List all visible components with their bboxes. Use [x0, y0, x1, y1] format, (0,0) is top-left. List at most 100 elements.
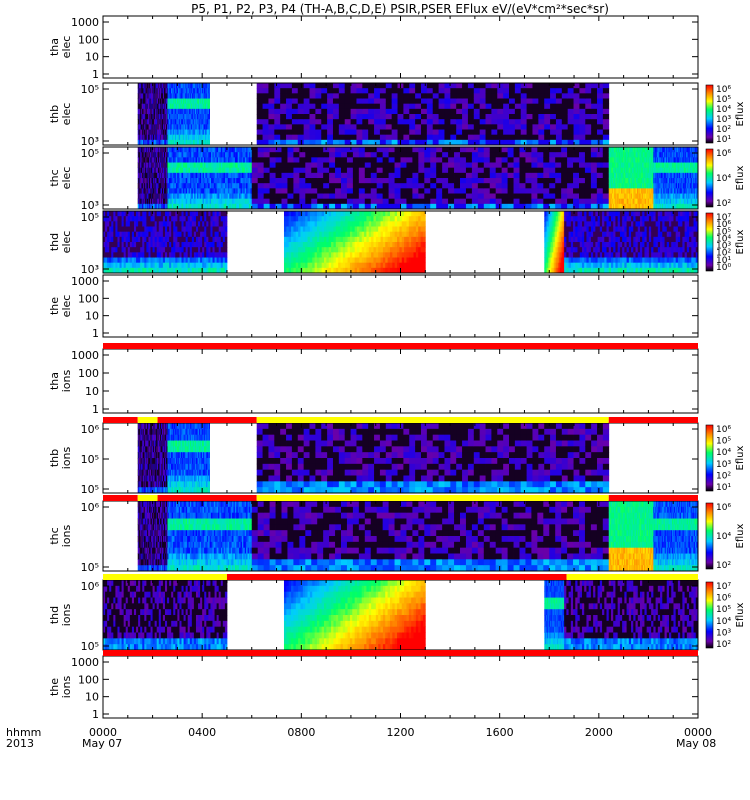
spectrogram-segment — [103, 211, 227, 273]
mode-bar-segment — [609, 495, 698, 501]
x-row-label-2: 2013 — [6, 737, 34, 750]
y-tick-label: 10⁵ — [81, 211, 99, 224]
y-tick-label: 10⁵ — [81, 83, 99, 96]
y-tick-label: 1 — [92, 327, 99, 340]
colorbar-tick-label: 10³ — [716, 628, 731, 638]
panel-label-species: ions — [60, 675, 73, 698]
spectrogram-segment — [252, 147, 609, 209]
panel-label-species: ions — [60, 369, 73, 392]
panel-frame — [103, 16, 698, 78]
spectrogram-segment — [252, 501, 609, 571]
y-tick-label: 10 — [85, 51, 99, 64]
spectrogram-segment — [284, 580, 426, 650]
mode-bar — [103, 343, 698, 349]
spectrogram-segment — [564, 580, 698, 650]
colorbar-tick-label: 10² — [716, 199, 731, 209]
panel-label-species: elec — [60, 295, 73, 318]
y-tick-label: 10⁵ — [81, 453, 99, 466]
colorbar-tick-label: 10⁶ — [716, 503, 731, 513]
panel-label-species: elec — [60, 231, 73, 254]
y-tick-label: 100 — [78, 673, 99, 686]
y-tick-label: 1 — [92, 708, 99, 721]
colorbar-tick-label: 10⁶ — [716, 149, 731, 159]
colorbar-tick-label: 10² — [716, 471, 731, 481]
y-tick-label: 10⁵ — [81, 640, 99, 653]
spectrogram-segment — [103, 580, 227, 650]
mode-bar-segment — [609, 417, 698, 423]
x-axis: hhmm 2013 May 07 May 08 0000 0400 0800 1200… — [6, 726, 716, 750]
spectrogram-segment — [167, 83, 210, 145]
colorbar-label: Eflux — [735, 445, 746, 470]
spectrogram-segment — [653, 147, 698, 209]
colorbar-tick-label: 10¹ — [716, 483, 731, 493]
y-tick-label: 100 — [78, 367, 99, 380]
mode-bar-segment — [103, 417, 138, 423]
y-tick-label: 100 — [78, 33, 99, 46]
y-tick-label: 1000 — [71, 275, 99, 288]
colorbar-tick-label: 10⁷ — [716, 582, 731, 592]
colorbar-label: Eflux — [735, 229, 746, 254]
colorbar-label: Eflux — [735, 165, 746, 190]
colorbar-tick-label: 10⁴ — [716, 617, 731, 627]
colorbar-tick-label: 10⁵ — [716, 95, 731, 105]
panel-label-species: ions — [60, 446, 73, 469]
mode-bar-segment — [103, 574, 227, 580]
x-tick-label: 1200 — [387, 726, 415, 739]
colorbar-tick-label: 10⁴ — [716, 105, 731, 115]
spectrogram-segment — [167, 423, 210, 493]
spectrogram-segment — [257, 423, 609, 493]
spectrogram-segment — [138, 501, 168, 571]
spectrogram-segment — [564, 211, 698, 273]
colorbar-tick-label: 10¹ — [716, 135, 731, 145]
y-tick-label: 10⁵ — [81, 561, 99, 574]
mode-bar-segment — [103, 495, 138, 501]
mode-bar-segment — [257, 417, 609, 423]
colorbar-tick-label: 10² — [716, 640, 731, 650]
colorbar-tick-label: 10⁴ — [716, 448, 731, 458]
colorbar-tick-label: 10⁴ — [716, 532, 731, 542]
spectrogram-segment — [257, 83, 609, 145]
spectrogram-segment — [653, 501, 698, 571]
colorbar-tick-label: 10⁶ — [716, 85, 731, 95]
y-tick-label: 10 — [85, 691, 99, 704]
y-tick-label: 1 — [92, 403, 99, 416]
mode-bar-segment — [103, 650, 698, 656]
colorbar-tick-label: 10² — [716, 125, 731, 135]
spectrogram-segment — [284, 211, 426, 273]
colorbar-label: Eflux — [735, 523, 746, 548]
x-tick-label: 2000 — [585, 726, 613, 739]
spectrogram-segment — [167, 501, 252, 571]
x-tick-label: 1600 — [486, 726, 514, 739]
mode-bar-segment — [227, 574, 567, 580]
y-tick-label: 10⁶ — [81, 423, 100, 436]
panel-frame — [103, 656, 698, 718]
spectrogram-segment — [138, 83, 168, 145]
spectrogram-segment — [544, 211, 564, 273]
x-tick-label: 0000 — [684, 726, 712, 739]
spectrogram-segment — [167, 147, 252, 209]
colorbar-tick-label: 10² — [716, 561, 731, 571]
mode-bar-segment — [158, 495, 257, 501]
mode-bar-segment — [567, 574, 698, 580]
colorbar: 10⁶ 10⁴ 10² Eflux — [706, 503, 746, 571]
colorbar-tick-label: 10⁰ — [716, 263, 731, 273]
mode-bar-segment — [138, 495, 158, 501]
colorbar-tick-label: 10³ — [716, 115, 731, 125]
y-tick-label: 1 — [92, 68, 99, 81]
panel-label-species: elec — [60, 36, 73, 59]
panel-label-species: ions — [60, 603, 73, 626]
colorbar-label: Eflux — [735, 602, 746, 627]
